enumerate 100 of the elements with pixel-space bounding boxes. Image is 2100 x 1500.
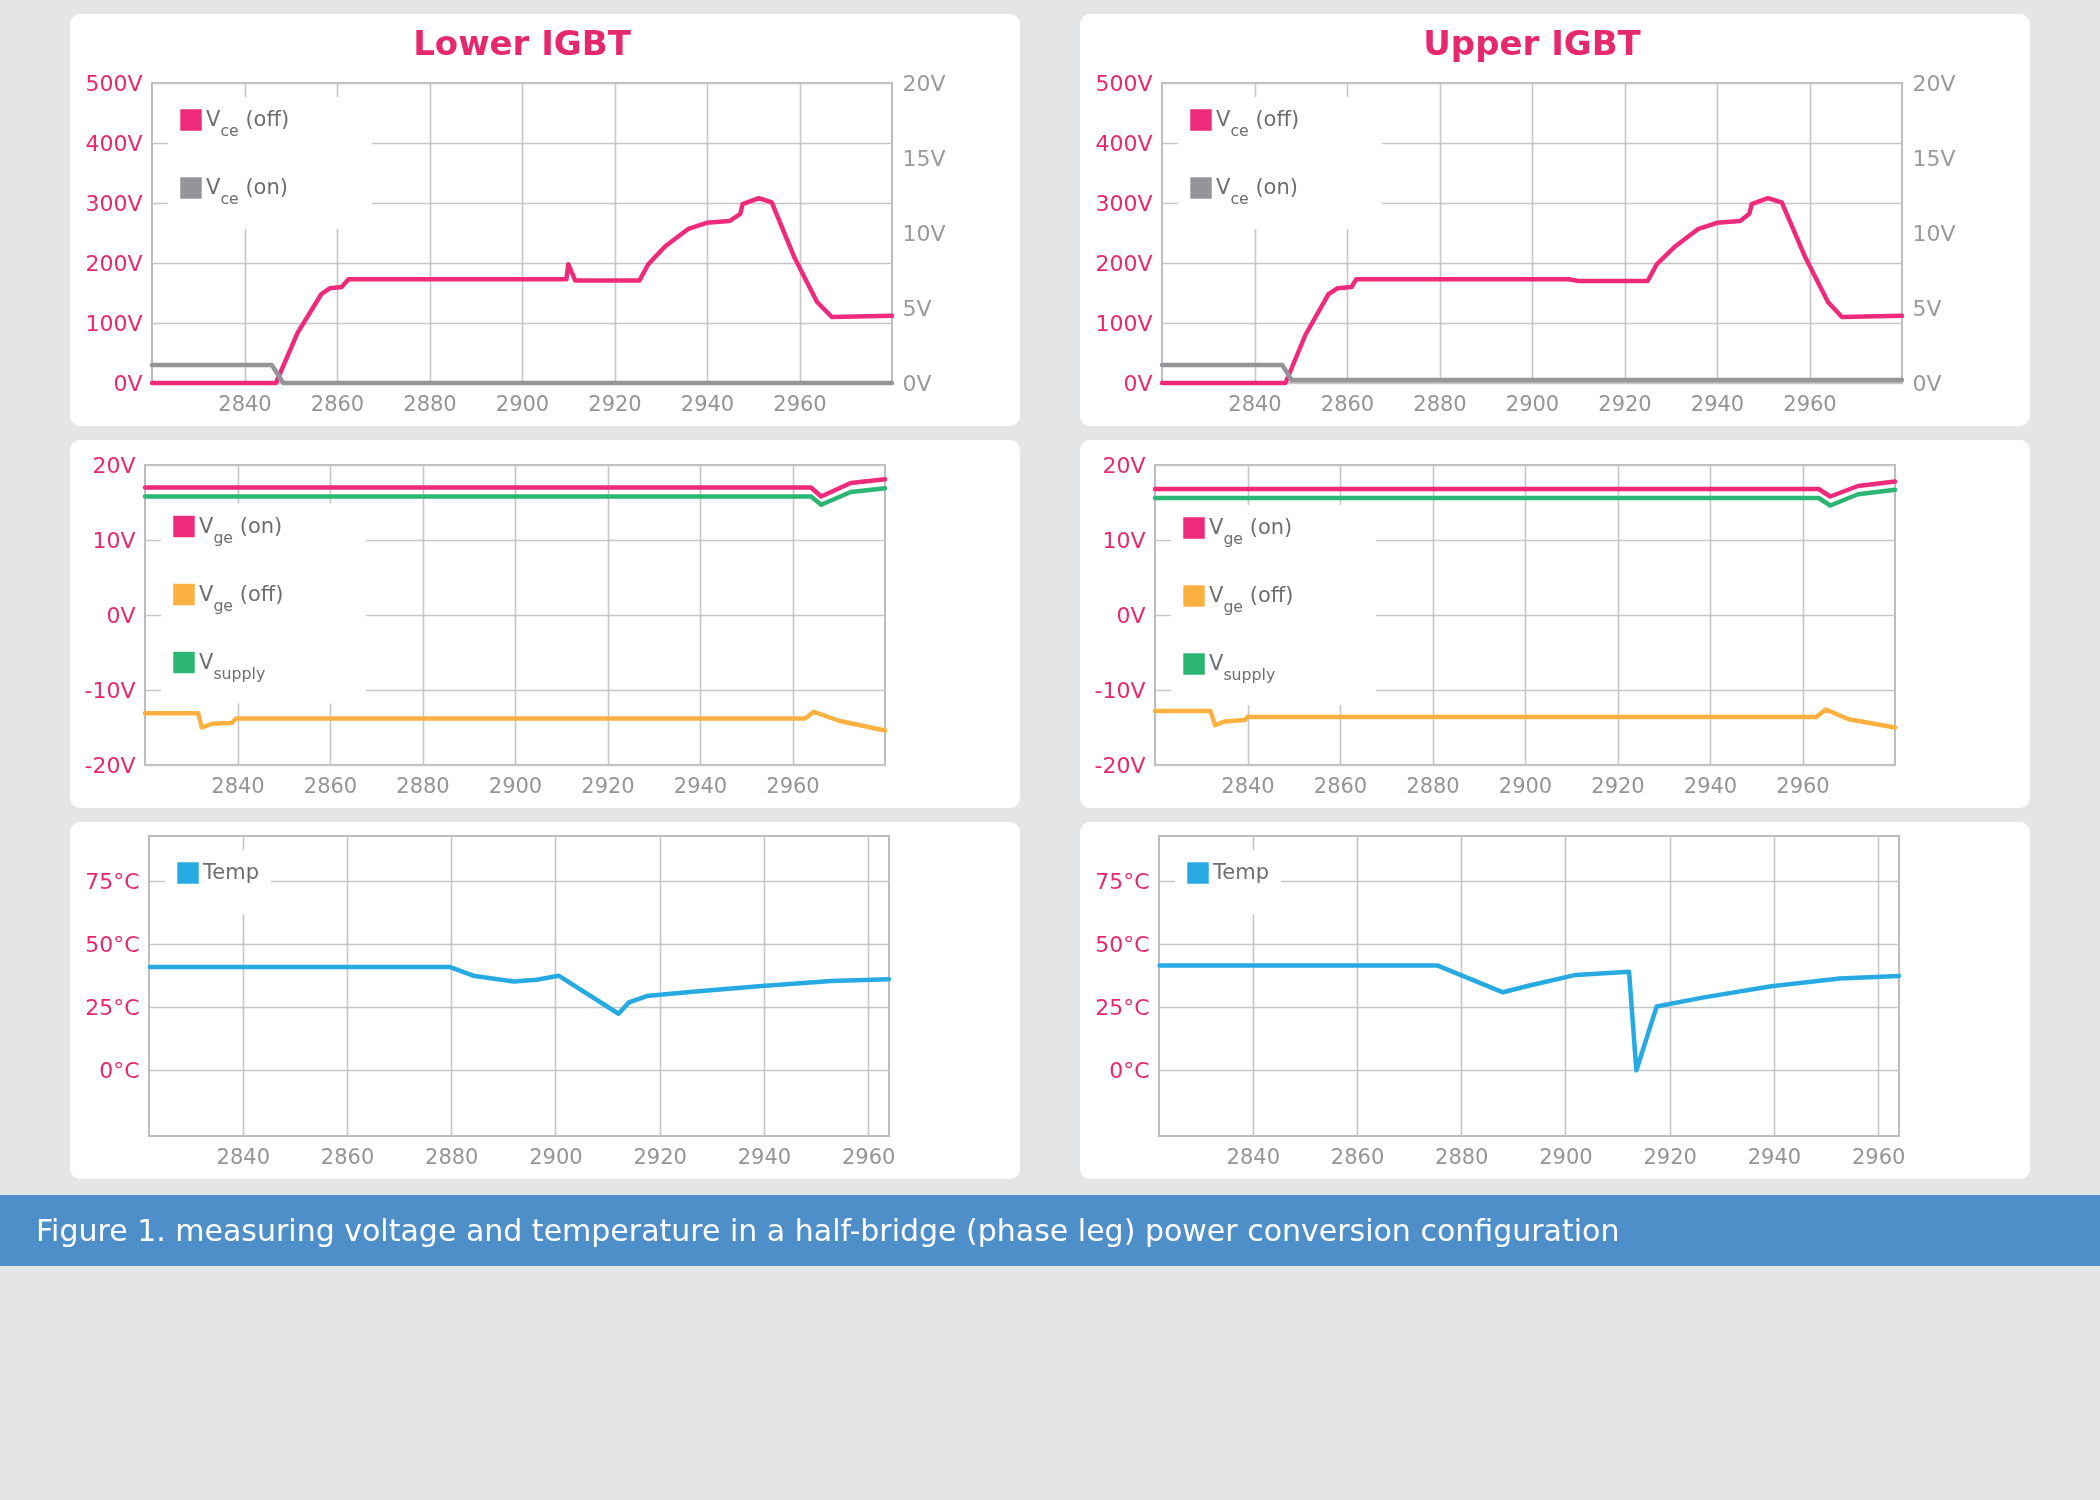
y-tick-label: 500V	[1095, 70, 1153, 96]
y-tick-label: -10V	[1094, 677, 1146, 703]
x-tick-label: 2840	[1228, 391, 1282, 416]
line-series	[142, 486, 888, 507]
x-tick-label: 2900	[1539, 1144, 1593, 1169]
x-tick-label: 2860	[303, 773, 358, 798]
y-tick-label: 0V	[1123, 370, 1153, 396]
x-tick-label: 2920	[581, 773, 635, 798]
y-tick-label: 200V	[85, 250, 143, 276]
legend-label: V$_{ge}$ (on)	[1209, 515, 1293, 548]
line-series	[147, 964, 892, 1016]
x-tick-label: 2900	[1505, 391, 1560, 416]
x-tick-label: 2840	[211, 773, 265, 798]
caption: Figure 1. measuring voltage and temperature in a half-bridge (phase leg) power conversion configuration	[0, 1195, 2100, 1266]
legend-label: Temp	[1212, 860, 1269, 884]
y2-tick-label: 10V	[902, 220, 946, 246]
y-tick-label: 500V	[85, 70, 143, 96]
x-tick-label: 2920	[1591, 773, 1645, 798]
x-tick-label: 2860	[1330, 1144, 1385, 1169]
x-tick-label: 2900	[1498, 773, 1553, 798]
x-tick-label: 2900	[529, 1144, 583, 1169]
x-tick-label: 2880	[396, 773, 450, 798]
x-tick-label: 2840	[216, 1144, 271, 1169]
y2-tick-label: 20V	[902, 70, 946, 96]
legend-label: V$_{supply}$	[1209, 651, 1276, 684]
x-tick-label: 2920	[633, 1144, 687, 1169]
y-tick-label: 0°C	[99, 1057, 140, 1083]
y-tick-label: 75°C	[85, 868, 140, 894]
y-tick-label: -10V	[84, 677, 136, 703]
legend-label: Temp	[202, 860, 259, 884]
x-tick-label: 2860	[1320, 391, 1375, 416]
x-tick-label: 2940	[680, 391, 735, 416]
line-series	[1152, 487, 1898, 508]
y-tick-label: 300V	[85, 190, 143, 216]
x-tick-label: 2840	[218, 391, 272, 416]
y-tick-label: 25°C	[85, 994, 140, 1020]
y-tick-label: 20V	[92, 452, 136, 478]
y-tick-label: 50°C	[85, 931, 140, 957]
y-tick-label: 300V	[1095, 190, 1153, 216]
line-series	[1152, 707, 1898, 730]
y-tick-label: 400V	[85, 130, 143, 156]
x-tick-label: 2960	[1776, 773, 1830, 798]
x-tick-label: 2860	[310, 391, 365, 416]
x-tick-label: 2960	[773, 391, 827, 416]
y-tick-label: -20V	[1094, 752, 1146, 778]
y2-tick-label: 0V	[1912, 370, 1942, 396]
line-series	[1159, 195, 1905, 386]
x-tick-label: 2840	[1226, 1144, 1281, 1169]
legend-label: V$_{ce}$ (off)	[206, 107, 290, 140]
y-tick-label: 10V	[92, 527, 136, 553]
y-tick-label: 25°C	[1095, 994, 1150, 1020]
line-series	[149, 195, 895, 386]
y2-tick-label: 20V	[1912, 70, 1956, 96]
x-tick-label: 2840	[1221, 773, 1275, 798]
chart-title: Lower IGBT	[413, 23, 632, 63]
x-tick-label: 2880	[403, 391, 457, 416]
y-tick-label: 100V	[1095, 310, 1153, 336]
x-tick-label: 2940	[1683, 773, 1738, 798]
line-series	[1157, 963, 1902, 1073]
y2-tick-label: 0V	[902, 370, 932, 396]
y2-tick-label: 15V	[1912, 145, 1956, 171]
y-tick-label: 10V	[1102, 527, 1146, 553]
x-tick-label: 2940	[1747, 1144, 1802, 1169]
x-tick-label: 2900	[488, 773, 543, 798]
line-series	[1152, 479, 1898, 499]
line-series	[142, 709, 888, 733]
y-tick-label: 0V	[113, 370, 143, 396]
y2-tick-label: 15V	[902, 145, 946, 171]
x-tick-label: 2880	[1406, 773, 1460, 798]
line-series	[142, 477, 888, 499]
x-tick-label: 2960	[1851, 1144, 1906, 1169]
y-tick-label: 0V	[106, 602, 136, 628]
y-tick-label: 50°C	[1095, 931, 1150, 957]
x-tick-label: 2940	[673, 773, 728, 798]
x-tick-label: 2920	[1598, 391, 1652, 416]
y-tick-label: 0°C	[1109, 1057, 1150, 1083]
x-tick-label: 2940	[1690, 391, 1745, 416]
x-tick-label: 2940	[737, 1144, 792, 1169]
x-tick-label: 2920	[1643, 1144, 1697, 1169]
x-tick-label: 2960	[766, 773, 820, 798]
x-tick-label: 2900	[495, 391, 550, 416]
x-tick-label: 2880	[1435, 1144, 1489, 1169]
y2-tick-label: 5V	[1912, 295, 1942, 321]
y-tick-label: 0V	[1116, 602, 1146, 628]
y-tick-label: 75°C	[1095, 868, 1150, 894]
x-tick-label: 2960	[1783, 391, 1837, 416]
legend-label: V$_{supply}$	[199, 649, 266, 682]
legend-label: V$_{ce}$ (off)	[1216, 107, 1300, 140]
x-tick-label: 2860	[320, 1144, 375, 1169]
y-tick-label: 100V	[85, 310, 143, 336]
x-tick-label: 2880	[1413, 391, 1467, 416]
legend-label: V$_{ce}$ (on)	[1216, 175, 1298, 208]
x-tick-label: 2860	[1313, 773, 1368, 798]
legend-label: V$_{ce}$ (on)	[206, 175, 288, 208]
legend-label: V$_{ge}$ (off)	[199, 581, 284, 614]
y-tick-label: 400V	[1095, 130, 1153, 156]
y2-tick-label: 10V	[1912, 220, 1956, 246]
legend-label: V$_{ge}$ (on)	[199, 513, 283, 546]
y2-tick-label: 5V	[902, 295, 932, 321]
x-tick-label: 2880	[425, 1144, 479, 1169]
